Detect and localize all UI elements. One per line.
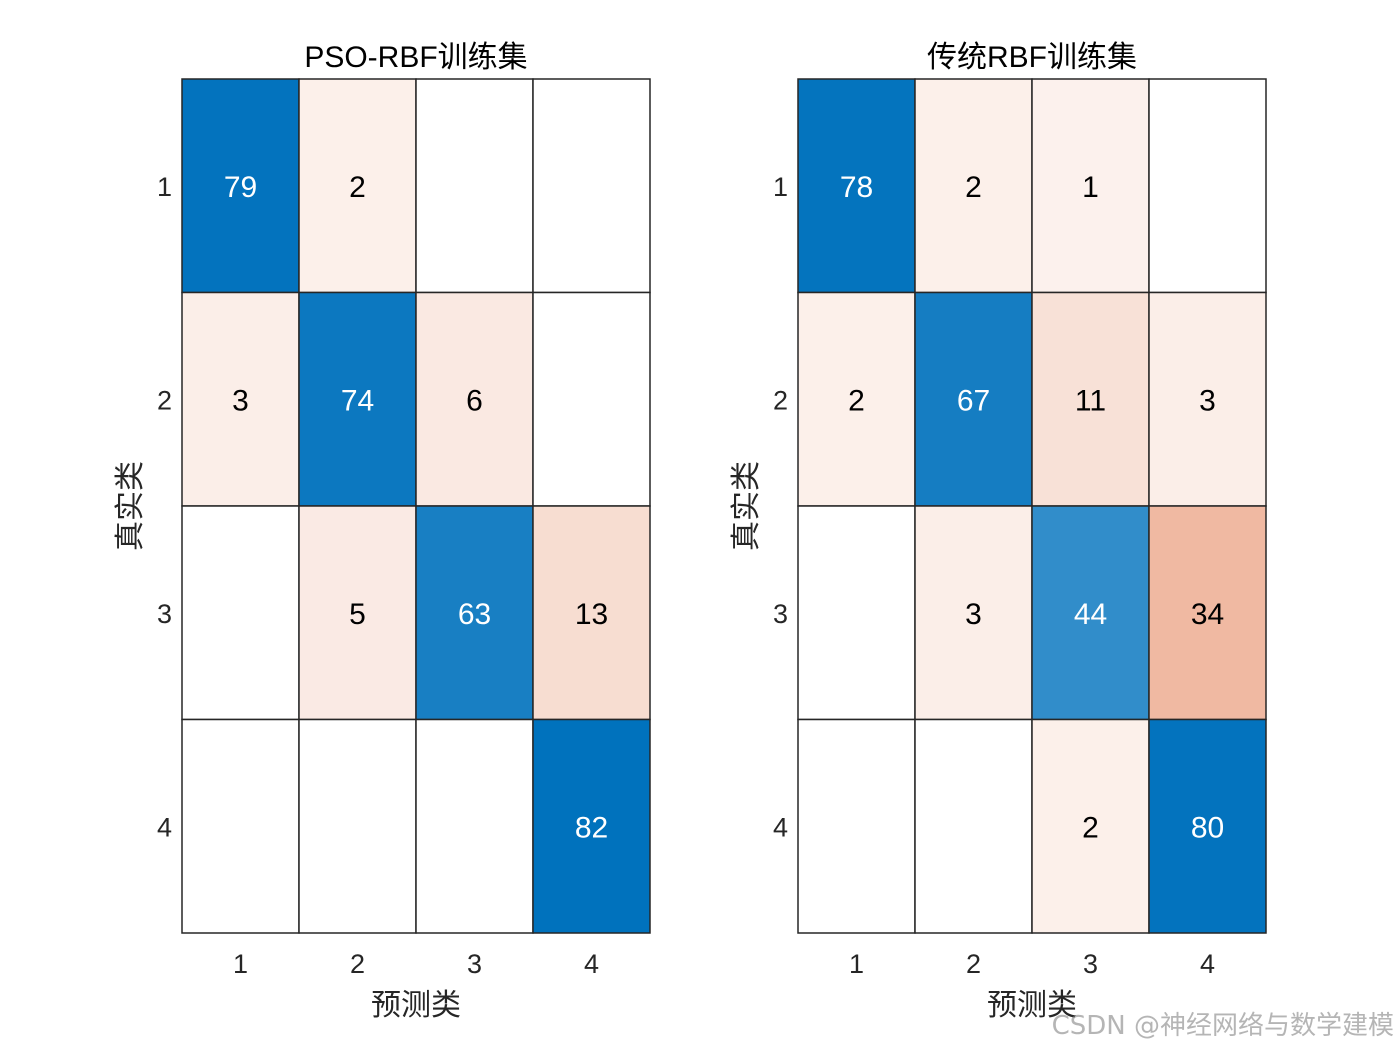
y-tick-label: 4: [157, 812, 172, 842]
heatmap-cell: [298, 291, 417, 507]
heatmap-cell: [1148, 78, 1267, 294]
cell-value-label: 2: [965, 171, 982, 204]
cell-value-label: 3: [232, 384, 249, 417]
y-tick-label: 4: [773, 812, 788, 842]
heatmap-cell: [1031, 505, 1150, 721]
cell-value-label: 3: [1199, 384, 1216, 417]
y-tick-label: 3: [157, 599, 172, 629]
cell-value-label: 78: [840, 171, 873, 204]
cell-value-label: 2: [1082, 811, 1099, 844]
heatmap-cell: [298, 718, 417, 934]
x-tick-label: 1: [233, 949, 248, 979]
cell-value-label: 1: [1082, 171, 1099, 204]
y-tick-label: 3: [773, 599, 788, 629]
cell-value-label: 11: [1075, 384, 1106, 417]
x-axis-label: 预测类: [987, 989, 1077, 1022]
x-tick-label: 4: [584, 949, 599, 979]
heatmap-cell: [532, 718, 651, 934]
x-tick-labels: 1 2 3 4: [849, 949, 1215, 979]
heatmap-cell: [415, 78, 534, 294]
heatmap-cell: [415, 291, 534, 507]
chart-title: PSO-RBF训练集: [304, 41, 527, 74]
x-tick-label: 4: [1200, 949, 1215, 979]
heatmap-cells: 79 2 3 74 6 5 63 13 82: [181, 78, 651, 934]
heatmap-cell: [1031, 718, 1150, 934]
heatmap-cell: [181, 718, 300, 934]
cell-value-label: 5: [349, 598, 366, 631]
heatmap-cell: [298, 505, 417, 721]
y-tick-label: 1: [157, 172, 172, 202]
x-tick-label: 1: [849, 949, 864, 979]
cell-value-label: 34: [1191, 598, 1224, 631]
heatmap-cell: [298, 78, 417, 294]
heatmap-cell: [1148, 505, 1267, 721]
cell-value-label: 79: [224, 171, 257, 204]
y-tick-labels: 1 2 3 4: [157, 172, 172, 843]
heatmap-cell: [797, 291, 916, 507]
y-tick-label: 2: [773, 385, 788, 415]
y-tick-label: 1: [773, 172, 788, 202]
x-tick-label: 3: [467, 949, 482, 979]
cell-value-label: 2: [848, 384, 865, 417]
cell-value-label: 2: [349, 171, 366, 204]
y-axis-label: 真实类: [730, 461, 763, 551]
heatmap-cell: [1148, 718, 1267, 934]
watermark: CSDN @神经网络与数学建模: [1051, 1011, 1394, 1041]
heatmap-cell: [532, 505, 651, 721]
heatmap-cell: [181, 78, 300, 294]
heatmap-cell: [797, 718, 916, 934]
heatmap-cell: [532, 78, 651, 294]
y-tick-label: 2: [157, 385, 172, 415]
cell-value-label: 44: [1074, 598, 1107, 631]
heatmap-cell: [1031, 78, 1150, 294]
x-tick-labels: 1 2 3 4: [233, 949, 599, 979]
x-tick-label: 2: [966, 949, 981, 979]
cell-value-label: 6: [466, 384, 483, 417]
cell-value-label: 13: [575, 598, 608, 631]
heatmap-cell: [415, 718, 534, 934]
heatmap-cell: [1031, 291, 1150, 507]
heatmap-cells: 78 2 1 2 67 11 3 3 44 34 2 80: [797, 78, 1267, 934]
chart-title: 传统RBF训练集: [927, 41, 1137, 74]
heatmap-cell: [532, 291, 651, 507]
cell-value-label: 82: [575, 811, 608, 844]
heatmap-cell: [797, 78, 916, 294]
heatmap-cell: [181, 505, 300, 721]
heatmap-cell: [1148, 291, 1267, 507]
heatmap-cell: [914, 291, 1033, 507]
x-tick-label: 3: [1083, 949, 1098, 979]
x-axis-label: 预测类: [371, 989, 461, 1022]
cell-value-label: 80: [1191, 811, 1224, 844]
heatmap-cell: [181, 291, 300, 507]
y-tick-labels: 1 2 3 4: [773, 172, 788, 843]
x-tick-label: 2: [350, 949, 365, 979]
cell-value-label: 74: [341, 384, 374, 417]
heatmap-cell: [914, 718, 1033, 934]
heatmap-cell: [914, 505, 1033, 721]
heatmap-cell: [797, 505, 916, 721]
cell-value-label: 67: [957, 384, 990, 417]
cell-value-label: 63: [458, 598, 491, 631]
y-axis-label: 真实类: [114, 461, 147, 551]
cell-value-label: 3: [965, 598, 982, 631]
